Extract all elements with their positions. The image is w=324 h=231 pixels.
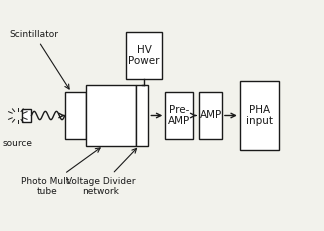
Text: Photo Mult.
tube: Photo Mult. tube	[21, 148, 100, 196]
Bar	[126, 32, 162, 79]
Bar	[136, 85, 148, 146]
Bar	[86, 85, 136, 146]
Bar	[240, 81, 279, 150]
Text: PHA
input: PHA input	[246, 105, 273, 126]
Bar	[165, 92, 193, 139]
Bar	[199, 92, 222, 139]
Text: Voltage Divider
network: Voltage Divider network	[66, 149, 136, 196]
Text: HV
Power: HV Power	[128, 45, 160, 66]
Bar	[65, 92, 86, 139]
Bar	[22, 109, 31, 122]
Text: source: source	[3, 139, 33, 148]
Text: Pre-
AMP: Pre- AMP	[168, 105, 190, 126]
Text: Scintillator: Scintillator	[10, 30, 69, 89]
Text: AMP: AMP	[200, 110, 222, 121]
